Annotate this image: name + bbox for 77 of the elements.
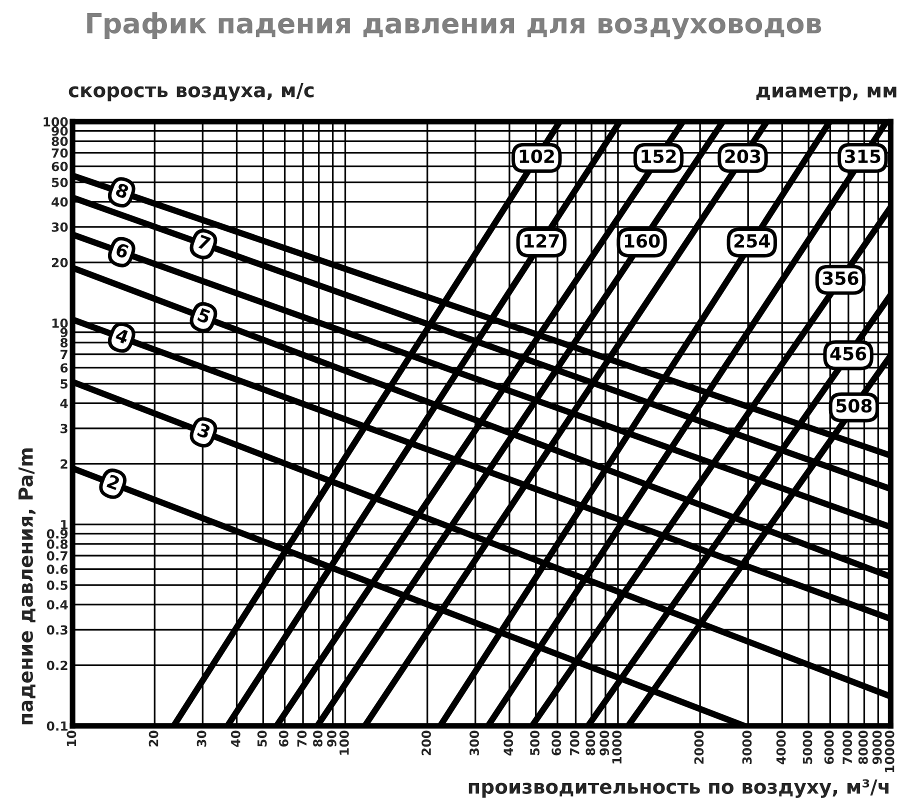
x-tick-label: 100: [339, 730, 349, 755]
x-tick-label: 800: [586, 730, 596, 756]
x-tick-label: 4000: [776, 730, 786, 764]
y-tick-label: 0.7: [46, 551, 68, 561]
y-tick-label: 2: [60, 459, 68, 469]
x-tick-label: 30: [196, 730, 206, 747]
x-tick-label: 5000: [802, 730, 812, 764]
x-tick-label: 900: [600, 730, 610, 756]
y-tick-label: 8: [60, 338, 68, 348]
x-tick-label: 9000: [872, 730, 882, 764]
x-tick-label: 10000: [884, 730, 894, 772]
series-label: 127: [524, 234, 559, 248]
series-label: 456: [830, 346, 866, 360]
y-tick-label: 80: [52, 136, 68, 146]
x-axis-title: производительность по воздуху, м³/ч: [468, 779, 888, 798]
y-tick-label: 1: [61, 520, 68, 530]
chart-title: График падения давления для воздуховодов: [87, 12, 822, 40]
x-tick-label: 200: [422, 730, 431, 756]
series-label: 102: [520, 149, 554, 164]
y-tick-label: 10: [52, 318, 68, 328]
y-tick-label: 6: [60, 363, 68, 373]
x-tick-label: 400: [504, 730, 514, 756]
y-tick-label: 20: [52, 258, 68, 268]
x-tick-label: 60: [278, 730, 288, 747]
x-tick-label: 80: [313, 730, 322, 747]
y-tick-label: 0.1: [46, 721, 68, 731]
y-tick-label: 7: [60, 350, 68, 359]
text: 5: [197, 308, 211, 324]
x-tick-label: 20: [148, 730, 158, 746]
y-tick-label: 0.3: [46, 625, 68, 635]
x-tick-label: 2000: [694, 730, 704, 764]
series-label: 160: [624, 234, 660, 248]
text: скорость воздуха, м/с: [68, 83, 314, 102]
x-tick-label: 700: [570, 730, 580, 756]
x-tick-label: 6000: [824, 730, 834, 764]
text: 4: [114, 328, 130, 344]
text: 6: [115, 242, 130, 259]
y-tick-label: 0.2: [46, 660, 68, 670]
x-tick-label: 600: [552, 730, 562, 756]
series-label: 315: [845, 149, 880, 164]
x-tick-label: 50: [257, 730, 267, 746]
y-tick-label: 70: [52, 148, 68, 158]
x-tick-label: 90: [326, 730, 336, 747]
y-tick-label: 0.5: [46, 580, 68, 590]
y-tick-label: 60: [52, 162, 68, 172]
y-tick-label: 4: [60, 398, 68, 408]
series-label: 356: [822, 271, 858, 286]
series-label: 152: [642, 149, 676, 164]
series-label: 508: [836, 398, 872, 413]
y-tick-label: 9: [60, 328, 68, 338]
text: 3: [196, 422, 211, 439]
y-tick-label: 90: [52, 126, 68, 136]
x-tick-label: 70: [297, 730, 307, 747]
y-tick-label: 40: [52, 197, 68, 207]
text: 7: [196, 234, 211, 250]
x-tick-label: 7000: [842, 730, 852, 764]
y-tick-label: 50: [52, 178, 68, 188]
text: 8: [114, 182, 130, 200]
y-tick-label: 0.4: [46, 600, 68, 610]
x-tick-label: 40: [230, 730, 240, 747]
series-label: 254: [734, 234, 770, 248]
y-tick-label: 0.9: [46, 529, 68, 539]
text: 2: [106, 474, 120, 490]
y-tick-label: 3: [60, 424, 68, 434]
y-axis-title: падение давления, Pa/m: [18, 448, 36, 724]
x-tick-label: 8000: [858, 730, 868, 764]
y-tick-label: 5: [60, 379, 68, 389]
x-tick-label: 1000: [612, 730, 622, 764]
text: диаметр, мм: [756, 86, 896, 102]
y-tick-label: 0.6: [46, 564, 68, 574]
x-tick-label: 3000: [742, 730, 752, 764]
series-label: 203: [725, 149, 760, 164]
x-tick-label: 300: [470, 730, 480, 756]
y-tick-label: 0.8: [46, 539, 68, 549]
x-tick-label: 500: [530, 730, 540, 756]
y-tick-label: 100: [44, 117, 68, 127]
y-tick-label: 30: [52, 222, 68, 232]
